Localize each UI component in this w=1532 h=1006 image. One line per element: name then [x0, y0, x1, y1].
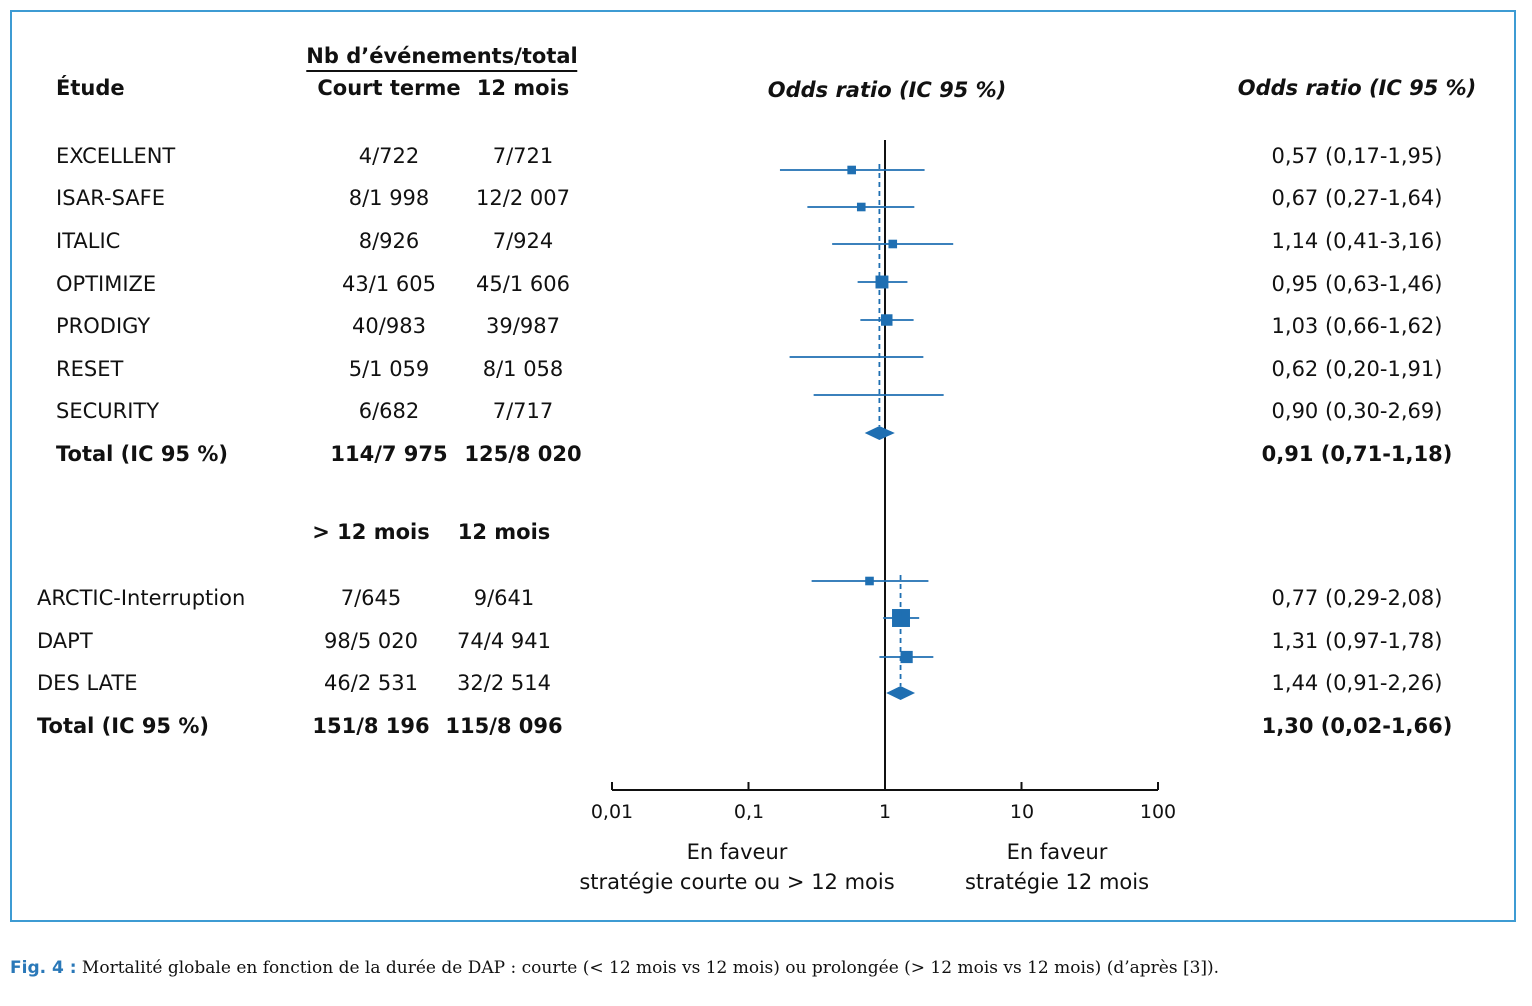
study-name: OPTIMIZE [56, 272, 157, 296]
group2-header-col1: > 12 mois [312, 520, 430, 544]
favour-left-line1: En faveur [686, 840, 788, 864]
odds-ratio-value: 0,77 (0,29-2,08) [1271, 586, 1443, 610]
header-ratio: Odds ratio (IC 95 %) [1237, 76, 1477, 100]
favour-left-line2: stratégie courte ou > 12 mois [579, 870, 895, 894]
group1-point [888, 239, 898, 249]
events-col2: 39/987 [486, 314, 560, 338]
study-name: PRODIGY [56, 314, 151, 338]
odds-ratio-value: 0,95 (0,63-1,46) [1271, 272, 1443, 296]
events-col1: 7/645 [340, 586, 402, 610]
study-name: DES LATE [37, 671, 138, 695]
events-col2: 8/1 058 [482, 357, 564, 381]
events-col1: 4/722 [358, 144, 420, 168]
odds-ratio-value: 1,44 (0,91-2,26) [1271, 671, 1443, 695]
events-col1: 5/1 059 [348, 357, 430, 381]
x-tick-label: 10 [1009, 801, 1035, 823]
events-col2: 7/717 [492, 399, 554, 423]
study-name: EXCELLENT [56, 144, 176, 168]
group1-point [856, 202, 866, 212]
events-col1: 8/1 998 [348, 186, 430, 210]
study-name: ARCTIC-Interruption [37, 586, 246, 610]
header-col-12-mois: 12 mois [476, 76, 570, 100]
figure-caption: Fig. 4 : Mortalité globale en fonction d… [10, 958, 1219, 978]
figure-frame [10, 10, 1516, 922]
x-tick-label: 100 [1139, 801, 1177, 823]
group2-header-col2: 12 mois [457, 520, 551, 544]
study-name: SECURITY [56, 399, 160, 423]
study-name: ITALIC [56, 229, 121, 253]
events-col2: 12/2 007 [476, 186, 570, 210]
caption-label: Fig. 4 : [10, 958, 77, 978]
study-name: RESET [56, 357, 124, 381]
group1-total-diamond [864, 426, 895, 440]
odds-ratio-value: 1,03 (0,66-1,62) [1271, 314, 1443, 338]
study-name: DAPT [37, 629, 93, 653]
x-tick-label: 1 [878, 801, 892, 823]
group2-total-diamond [886, 686, 916, 700]
total-name: Total (IC 95 %) [56, 442, 228, 466]
events-col2: 74/4 941 [457, 629, 551, 653]
x-tick-label: 0,01 [590, 801, 634, 823]
total-events-col2: 115/8 096 [445, 714, 563, 738]
header-plot: Odds ratio (IC 95 %) [767, 78, 1007, 102]
events-col1: 43/1 605 [342, 272, 436, 296]
events-col1: 40/983 [352, 314, 426, 338]
events-col1: 98/5 020 [324, 629, 418, 653]
total-name: Total (IC 95 %) [37, 714, 209, 738]
group2-point [892, 609, 910, 627]
favour-right-line1: En faveur [1006, 840, 1108, 864]
favour-right-line2: stratégie 12 mois [964, 870, 1150, 894]
total-odds-ratio-value: 1,30 (0,02-1,66) [1261, 714, 1453, 738]
group1-point [847, 165, 856, 175]
events-col2: 7/721 [492, 144, 554, 168]
study-name: ISAR-SAFE [56, 186, 166, 210]
total-events-col2: 125/8 020 [464, 442, 582, 466]
group2-point [865, 576, 874, 586]
x-tick-label: 0,1 [733, 801, 765, 823]
odds-ratio-value: 0,67 (0,27-1,64) [1271, 186, 1443, 210]
odds-ratio-value: 0,90 (0,30-2,69) [1271, 399, 1443, 423]
caption-text: Mortalité globale en fonction de la duré… [76, 958, 1220, 978]
odds-ratio-value: 1,14 (0,41-3,16) [1271, 229, 1443, 253]
odds-ratio-value: 1,31 (0,97-1,78) [1271, 629, 1443, 653]
events-col2: 9/641 [473, 586, 535, 610]
header-study: Étude [56, 76, 125, 100]
header-col-court-terme: Court terme [317, 76, 461, 100]
group2-point [900, 650, 913, 664]
total-events-col1: 151/8 196 [312, 714, 430, 738]
header-events-group: Nb d’événements/total [306, 46, 578, 72]
events-col1: 46/2 531 [324, 671, 418, 695]
events-col2: 7/924 [492, 229, 554, 253]
group1-point [875, 275, 889, 289]
total-events-col1: 114/7 975 [330, 442, 448, 466]
events-col2: 32/2 514 [457, 671, 551, 695]
events-col1: 8/926 [358, 229, 420, 253]
odds-ratio-value: 0,57 (0,17-1,95) [1271, 144, 1443, 168]
total-odds-ratio-value: 0,91 (0,71-1,18) [1261, 442, 1453, 466]
group1-point [881, 314, 893, 326]
odds-ratio-value: 0,62 (0,20-1,91) [1271, 357, 1443, 381]
events-col1: 6/682 [358, 399, 420, 423]
events-col2: 45/1 606 [476, 272, 570, 296]
